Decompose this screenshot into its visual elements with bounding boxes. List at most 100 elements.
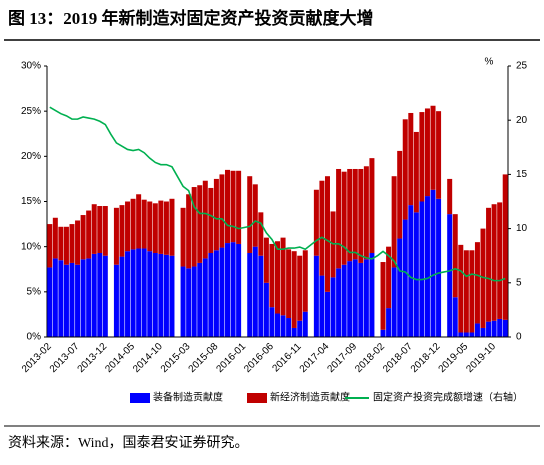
bar — [158, 253, 164, 337]
bar — [486, 321, 492, 337]
bar — [391, 267, 397, 337]
bar — [119, 205, 125, 257]
bar — [113, 207, 119, 265]
bar — [419, 201, 425, 337]
bar — [247, 176, 253, 253]
bar — [130, 249, 136, 337]
bar — [358, 168, 364, 263]
bar — [297, 320, 303, 337]
y2-tick-label: 0 — [516, 332, 522, 343]
x-tick-label: 2016-06 — [242, 341, 276, 375]
x-tick-label: 2013-07 — [48, 341, 82, 375]
bar — [236, 170, 242, 244]
x-tick-label: 2015-03 — [159, 341, 193, 375]
y2-tick-label: 20 — [516, 115, 528, 126]
bar — [419, 112, 425, 202]
bar — [169, 198, 175, 256]
bar — [252, 184, 258, 247]
bar — [130, 198, 136, 250]
bar — [102, 206, 108, 256]
y2-tick-label: 5 — [516, 277, 522, 288]
x-tick-label: 2019-05 — [437, 341, 471, 375]
bar — [330, 277, 336, 337]
bar — [402, 119, 408, 220]
bar — [47, 267, 53, 337]
bar — [63, 226, 69, 265]
bar — [86, 210, 92, 259]
bar — [286, 249, 292, 319]
bar — [180, 266, 186, 337]
bar — [497, 318, 503, 337]
bar — [86, 258, 92, 337]
bar — [75, 220, 81, 265]
bar — [430, 189, 436, 337]
bar — [436, 111, 442, 199]
bar — [291, 327, 297, 337]
bar — [202, 180, 208, 259]
bar — [402, 219, 408, 337]
bar — [480, 228, 486, 328]
bar — [219, 174, 225, 248]
bar — [391, 176, 397, 268]
bar — [197, 185, 203, 263]
bar — [47, 224, 53, 268]
x-tick-label: 2014-10 — [131, 341, 165, 375]
bar — [275, 313, 280, 337]
bar — [263, 237, 269, 283]
bar — [347, 168, 353, 262]
bar — [163, 254, 169, 337]
bar — [336, 168, 342, 269]
bar — [186, 194, 192, 269]
bar — [280, 237, 286, 316]
bar — [275, 241, 280, 314]
bar — [136, 248, 142, 337]
bar — [80, 215, 86, 260]
bar — [258, 212, 264, 256]
bar — [163, 201, 169, 255]
bar — [180, 207, 186, 267]
bar — [424, 108, 430, 197]
bar — [225, 243, 231, 337]
bar — [263, 282, 269, 337]
bar — [169, 255, 175, 337]
bar — [397, 238, 403, 337]
bar — [213, 250, 219, 337]
bar — [408, 112, 414, 206]
x-tick-label: 2017-09 — [326, 341, 360, 375]
bar — [186, 268, 192, 337]
bar — [141, 199, 147, 249]
bar — [252, 246, 258, 337]
bar — [352, 168, 358, 260]
bar — [463, 250, 469, 333]
bar — [458, 332, 464, 337]
bar — [491, 204, 497, 321]
bar — [58, 226, 64, 261]
bar — [236, 243, 242, 337]
bar — [486, 207, 492, 322]
bar — [191, 266, 197, 337]
x-tick-label: 2018-02 — [353, 341, 387, 375]
y2-tick-label: 10 — [516, 223, 528, 234]
bar — [336, 268, 342, 337]
bar — [136, 194, 142, 249]
bar — [502, 174, 508, 320]
bar — [80, 259, 86, 337]
bar — [319, 275, 325, 337]
bar — [380, 262, 386, 330]
chart-title: 图 13：2019 年新制造对固定资产投资贡献度大增 — [8, 8, 374, 28]
bar — [91, 253, 97, 337]
bar — [52, 217, 58, 259]
bar — [197, 262, 203, 337]
bar — [474, 242, 480, 324]
bar — [225, 169, 231, 244]
bar — [324, 176, 330, 292]
bar — [502, 319, 508, 337]
bar — [447, 214, 453, 337]
y-tick-label: 0% — [27, 332, 42, 343]
bar — [208, 187, 214, 253]
bar — [219, 247, 225, 337]
bar — [497, 202, 503, 319]
y-tick-label: 30% — [21, 61, 41, 72]
bar — [491, 320, 497, 337]
